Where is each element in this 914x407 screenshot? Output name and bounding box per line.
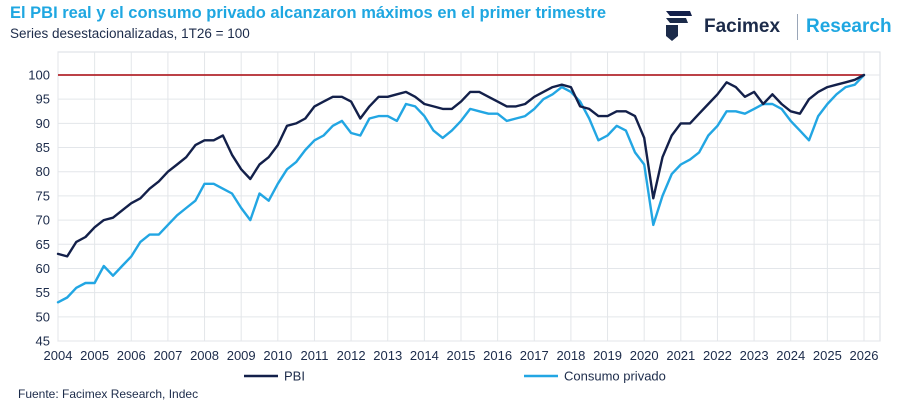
y-tick-label: 80 [36, 164, 50, 179]
x-tick-label: 2004 [44, 348, 73, 363]
x-tick-label: 2010 [263, 348, 292, 363]
x-tick-label: 2026 [850, 348, 879, 363]
x-tick-label: 2022 [703, 348, 732, 363]
x-tick-label: 2012 [337, 348, 366, 363]
y-tick-label: 75 [36, 188, 50, 203]
source-note: Fuente: Facimex Research, Indec [18, 387, 199, 401]
chart-subtitle: Series desestacionalizadas, 1T26 = 100 [10, 26, 250, 41]
y-axis-ticks: 45 50 55 60 65 70 75 80 85 90 95 100 [28, 68, 50, 349]
x-tick-label: 2013 [373, 348, 402, 363]
x-tick-label: 2017 [520, 348, 549, 363]
brand-header: Facimex Research [664, 8, 904, 44]
y-tick-label: 65 [36, 237, 50, 252]
x-tick-label: 2018 [556, 348, 585, 363]
brand-separator [797, 14, 798, 40]
x-tick-label: 2023 [740, 348, 769, 363]
legend: PBI Consumo privado [244, 369, 666, 384]
y-tick-label: 90 [36, 116, 50, 131]
y-tick-label: 70 [36, 213, 50, 228]
x-tick-label: 2006 [117, 348, 146, 363]
chart-title: El PBI real y el consumo privado alcanza… [10, 4, 607, 22]
x-tick-label: 2021 [666, 348, 695, 363]
y-tick-label: 95 [36, 92, 50, 107]
y-tick-label: 50 [36, 309, 50, 324]
x-tick-label: 2009 [227, 348, 256, 363]
x-tick-label: 2025 [813, 348, 842, 363]
x-tick-label: 2011 [300, 348, 328, 363]
x-tick-label: 2024 [776, 348, 805, 363]
series-lines [56, 73, 866, 304]
x-tick-label: 2008 [190, 348, 219, 363]
x-tick-label: 2015 [447, 348, 476, 363]
y-tick-label: 45 [36, 334, 50, 349]
x-tick-label: 2014 [410, 348, 439, 363]
series-line-consumo-privado [56, 73, 866, 304]
x-tick-label: 2007 [153, 348, 182, 363]
legend-label-consumo-privado: Consumo privado [564, 369, 666, 384]
y-tick-label: 60 [36, 261, 50, 276]
brand-name: Facimex [704, 16, 781, 37]
x-tick-label: 2019 [593, 348, 622, 363]
y-tick-label: 55 [36, 285, 50, 300]
x-tick-label: 2016 [483, 348, 512, 363]
y-tick-label: 85 [36, 140, 50, 155]
brand-division: Research [806, 16, 892, 37]
x-axis-ticks: 2004 2005 2006 2007 2008 2009 2010 2011 2012 2013… [44, 348, 879, 363]
x-tick-label: 2005 [80, 348, 109, 363]
series-line-pbi [56, 73, 866, 258]
x-tick-label: 2020 [630, 348, 659, 363]
y-tick-label: 100 [28, 68, 50, 83]
legend-label-pbi: PBI [284, 369, 305, 384]
facimex-logo-icon [666, 11, 692, 41]
